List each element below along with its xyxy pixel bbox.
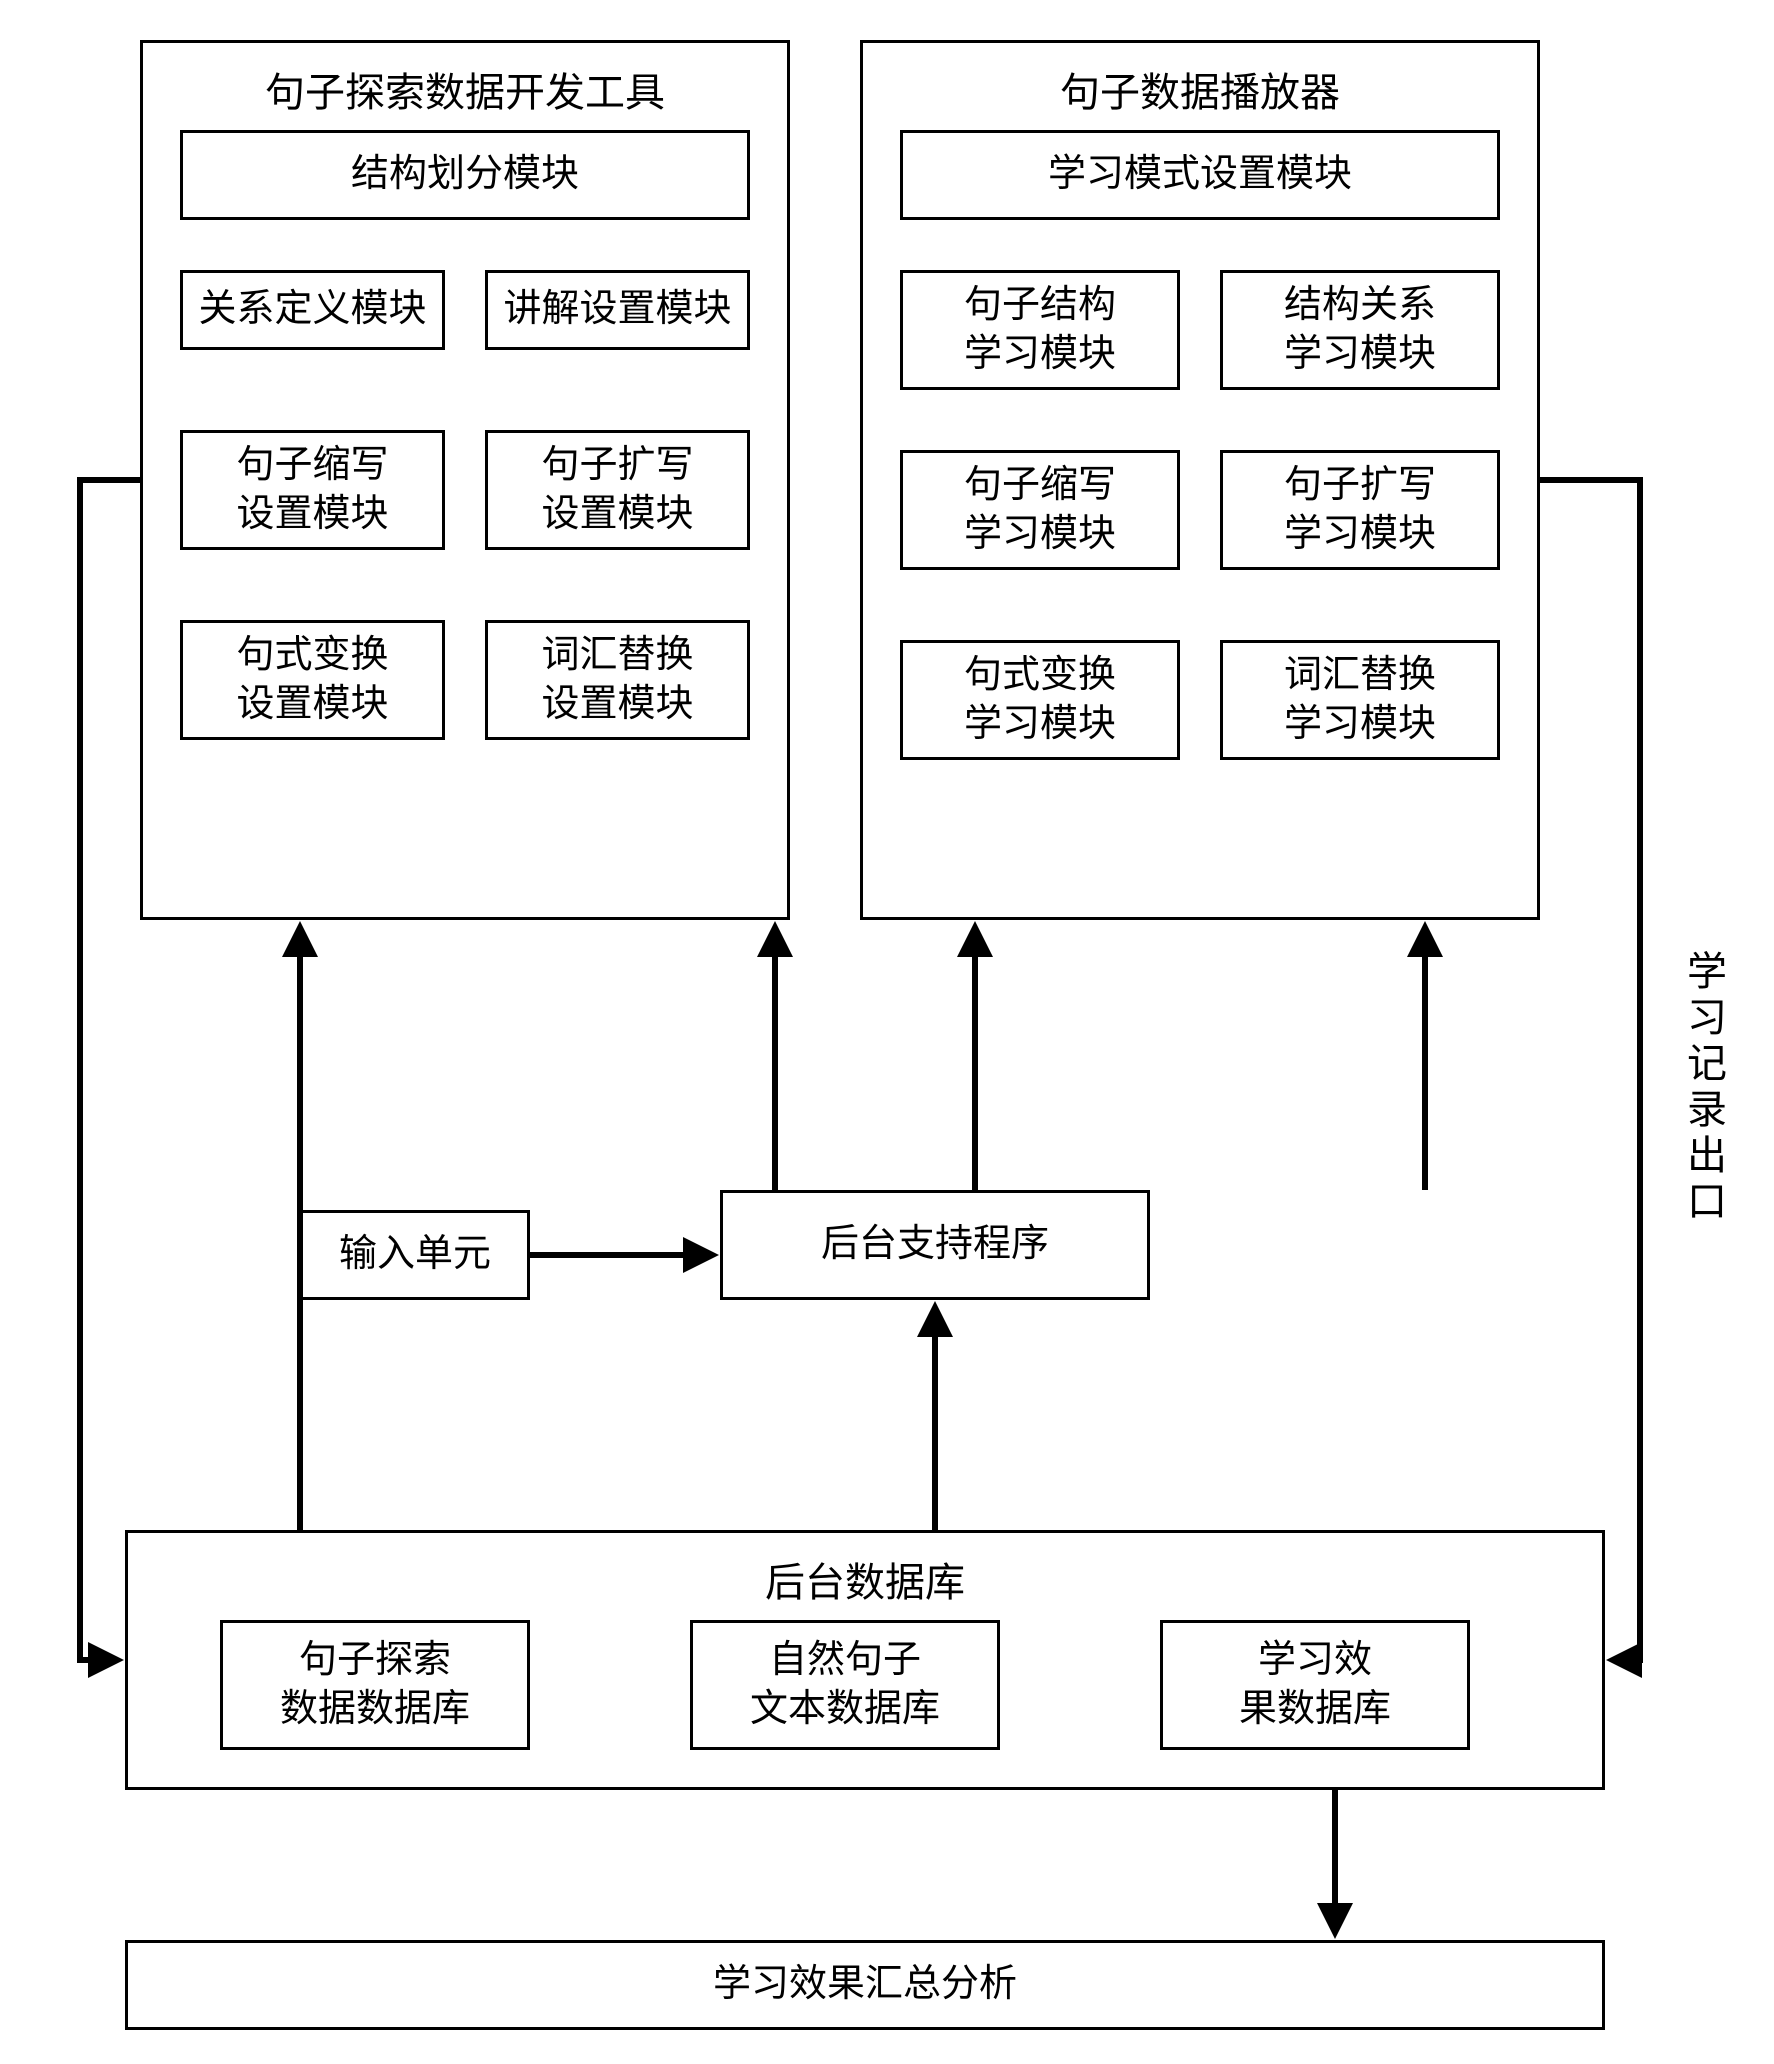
right-wide-module: 学习模式设置模块: [900, 130, 1500, 220]
left-mod-0-0: 关系定义模块: [180, 270, 445, 350]
backend-support-box: 后台支持程序: [720, 1190, 1150, 1300]
left-mod-2-1: 词汇替换 设置模块: [485, 620, 750, 740]
left-mod-2-0: 句式变换 设置模块: [180, 620, 445, 740]
right-mod-1-1: 句子扩写 学习模块: [1220, 450, 1500, 570]
arrow-leftpanel-to-db: [80, 480, 140, 1660]
left-mod-0-1: 讲解设置模块: [485, 270, 750, 350]
right-mod-2-1: 词汇替换 学习模块: [1220, 640, 1500, 760]
right-mod-2-0: 句式变换 学习模块: [900, 640, 1180, 760]
right-mod-0-1: 结构关系 学习模块: [1220, 270, 1500, 390]
db-item-1: 自然句子 文本数据库: [690, 1620, 1000, 1750]
right-mod-0-0: 句子结构 学习模块: [900, 270, 1180, 390]
right-mod-1-0: 句子缩写 学习模块: [900, 450, 1180, 570]
db-item-2: 学习效 果数据库: [1160, 1620, 1470, 1750]
side-label-text: 学习记录出口: [1680, 950, 1726, 1226]
diagram-canvas: 句子探索数据开发工具 结构划分模块 关系定义模块 讲解设置模块 句子缩写 设置模…: [0, 0, 1774, 2064]
db-item-0: 句子探索 数据数据库: [220, 1620, 530, 1750]
analysis-box: 学习效果汇总分析: [125, 1940, 1605, 2030]
right-panel-title: 句子数据播放器: [860, 60, 1540, 118]
left-wide-module: 结构划分模块: [180, 130, 750, 220]
side-label: 学习记录出口: [1680, 950, 1720, 1236]
left-mod-1-1: 句子扩写 设置模块: [485, 430, 750, 550]
arrow-rightpanel-to-db: [1540, 480, 1640, 1660]
input-unit-box: 输入单元: [300, 1210, 530, 1300]
left-panel-title: 句子探索数据开发工具: [140, 60, 790, 118]
left-mod-1-0: 句子缩写 设置模块: [180, 430, 445, 550]
db-panel-title: 后台数据库: [125, 1550, 1605, 1608]
